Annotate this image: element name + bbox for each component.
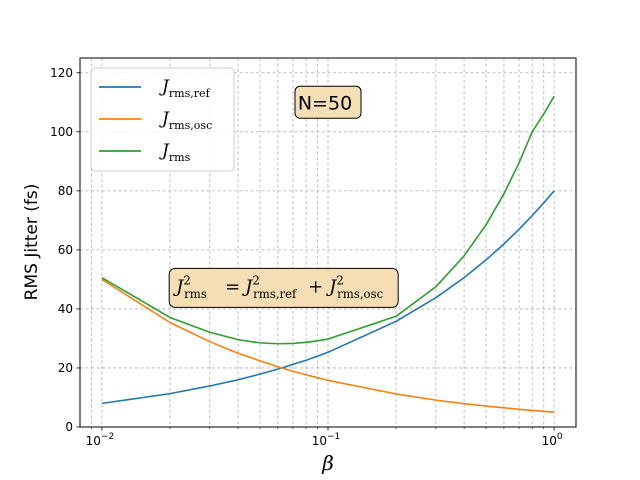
grid-lines: [80, 58, 576, 428]
y-tick-label: 40: [58, 302, 73, 316]
series-line-0: [101, 190, 555, 405]
series-line-2: [101, 95, 555, 345]
y-axis-label: RMS Jitter (fs): [22, 184, 42, 301]
formula-equals: =: [225, 276, 240, 297]
n-label-text: N=50: [298, 92, 352, 114]
y-tick-label: 0: [65, 420, 73, 434]
x-tick-label: 100: [542, 432, 563, 448]
x-tick-label: 10−1: [312, 432, 341, 448]
n-label-box: [294, 85, 362, 119]
y-tick-label: 100: [50, 125, 73, 139]
legend-label-2: Jrms: [159, 141, 191, 164]
legend-label-0: Jrms,ref: [159, 77, 211, 100]
axis-ticks: 10−2 10−1 100 0 20 40 60 80 100 120: [50, 66, 563, 448]
legend: Jrms,ref Jrms,osc Jrms: [90, 67, 235, 172]
annotations: N=50 J2 rms = J2 rms,ref + J2 rms,osc: [168, 85, 399, 308]
formula-lhs: J2 rms: [172, 273, 207, 301]
y-tick-label: 80: [58, 184, 73, 198]
x-axis-label: β: [321, 451, 334, 475]
series-line-1: [101, 278, 555, 414]
x-tick-label: 10−2: [86, 432, 115, 448]
formula-term-osc: J2 rms,osc: [325, 273, 383, 301]
formula-box: [168, 267, 399, 308]
y-tick-label: 20: [58, 361, 73, 375]
legend-label-1: Jrms,osc: [159, 109, 212, 132]
series-layer: [101, 95, 555, 414]
legend-box: [90, 67, 235, 172]
formula-plus: +: [308, 276, 323, 297]
y-tick-label: 60: [58, 243, 73, 257]
formula-term-ref: J2 rms,ref: [241, 273, 298, 301]
y-tick-label: 120: [50, 66, 73, 80]
